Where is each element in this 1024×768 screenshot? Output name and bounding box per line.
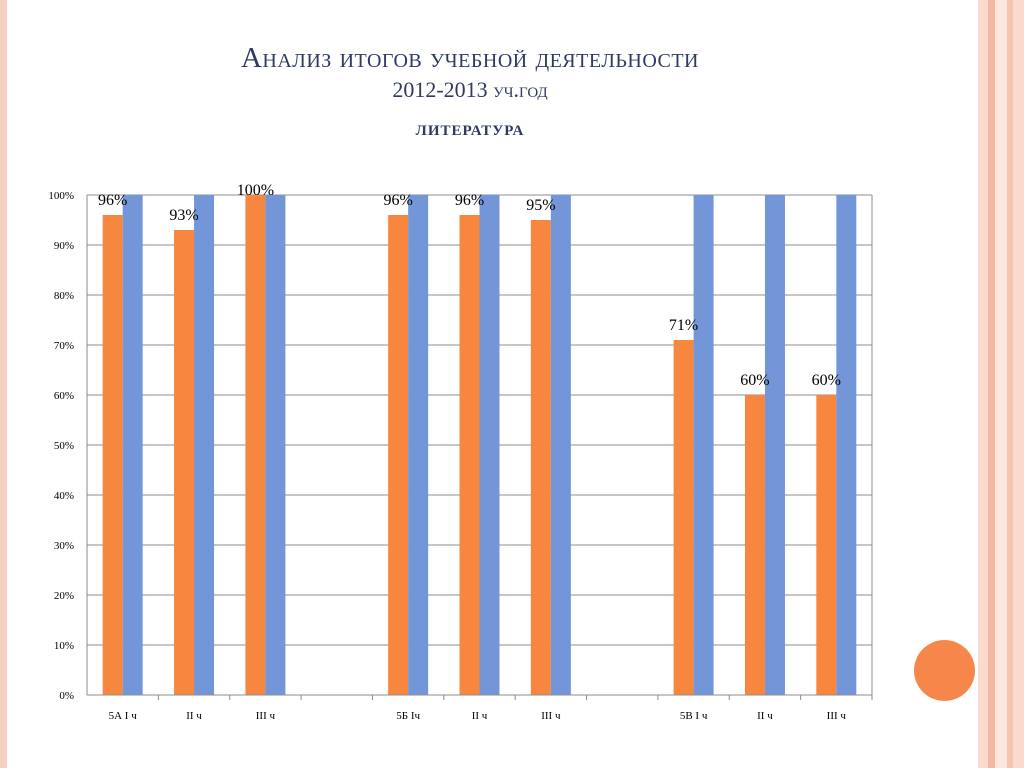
data-label: 96% xyxy=(383,192,412,209)
y-tick-label: 10% xyxy=(54,640,74,652)
data-label: 96% xyxy=(98,192,127,209)
bar-series-1 xyxy=(816,395,837,695)
bar-series-1 xyxy=(245,195,266,695)
data-label: 100% xyxy=(237,182,274,199)
slide-subject: литература xyxy=(415,115,525,140)
bar-series-2 xyxy=(693,195,714,695)
slide-year: 2012-2013 уч.год xyxy=(392,77,548,102)
bar-series-2 xyxy=(479,195,500,695)
stripe-2 xyxy=(988,0,995,768)
stripe-3 xyxy=(995,0,1007,768)
title-block: Анализ итогов учебной деятельности 2012-… xyxy=(20,40,920,142)
bar-series-1 xyxy=(744,395,765,695)
x-tick-label: III ч xyxy=(541,710,561,722)
x-tick-label: III ч xyxy=(256,710,276,722)
x-tick-label: 5В I ч xyxy=(680,710,708,722)
y-tick-label: 90% xyxy=(54,240,74,252)
slide-title: Анализ итогов учебной деятельности xyxy=(240,42,700,74)
decorative-circle xyxy=(914,640,975,701)
y-tick-label: 70% xyxy=(54,340,74,352)
y-tick-label: 20% xyxy=(54,590,74,602)
x-tick-label: 5Б Iч xyxy=(396,710,420,722)
bar-series-1 xyxy=(102,215,123,695)
bar-series-2 xyxy=(836,195,857,695)
bar-series-1 xyxy=(459,215,480,695)
data-label: 60% xyxy=(812,372,841,389)
y-tick-label: 80% xyxy=(54,290,74,302)
y-tick-label: 40% xyxy=(54,490,74,502)
bar-series-1 xyxy=(174,230,195,695)
bar-series-2 xyxy=(764,195,785,695)
data-label: 93% xyxy=(169,207,198,224)
x-tick-label: II ч xyxy=(472,710,488,722)
y-tick-label: 30% xyxy=(54,540,74,552)
stripe-4 xyxy=(1007,0,1013,768)
y-tick-label: 60% xyxy=(54,390,74,402)
bar-series-2 xyxy=(408,195,429,695)
bar-series-1 xyxy=(388,215,409,695)
y-tick-label: 100% xyxy=(48,190,74,202)
bar-series-1 xyxy=(673,340,694,695)
data-label: 95% xyxy=(526,197,555,214)
x-tick-label: 5А I ч xyxy=(109,710,138,722)
bar-series-1 xyxy=(530,220,551,695)
stripe-5 xyxy=(1013,0,1024,768)
data-label: 71% xyxy=(669,317,698,334)
y-tick-label: 50% xyxy=(54,440,74,452)
x-tick-label: II ч xyxy=(186,710,202,722)
x-tick-label: II ч xyxy=(757,710,773,722)
x-tick-label: III ч xyxy=(827,710,847,722)
bar-series-2 xyxy=(194,195,215,695)
data-label: 60% xyxy=(740,372,769,389)
bar-series-2 xyxy=(550,195,571,695)
data-label: 96% xyxy=(455,192,484,209)
right-decorative-stripes xyxy=(978,0,1024,768)
left-border-strip xyxy=(0,0,7,768)
y-tick-label: 0% xyxy=(59,690,74,702)
bar-series-2 xyxy=(122,195,143,695)
stripe-1 xyxy=(978,0,988,768)
bar-series-2 xyxy=(265,195,286,695)
